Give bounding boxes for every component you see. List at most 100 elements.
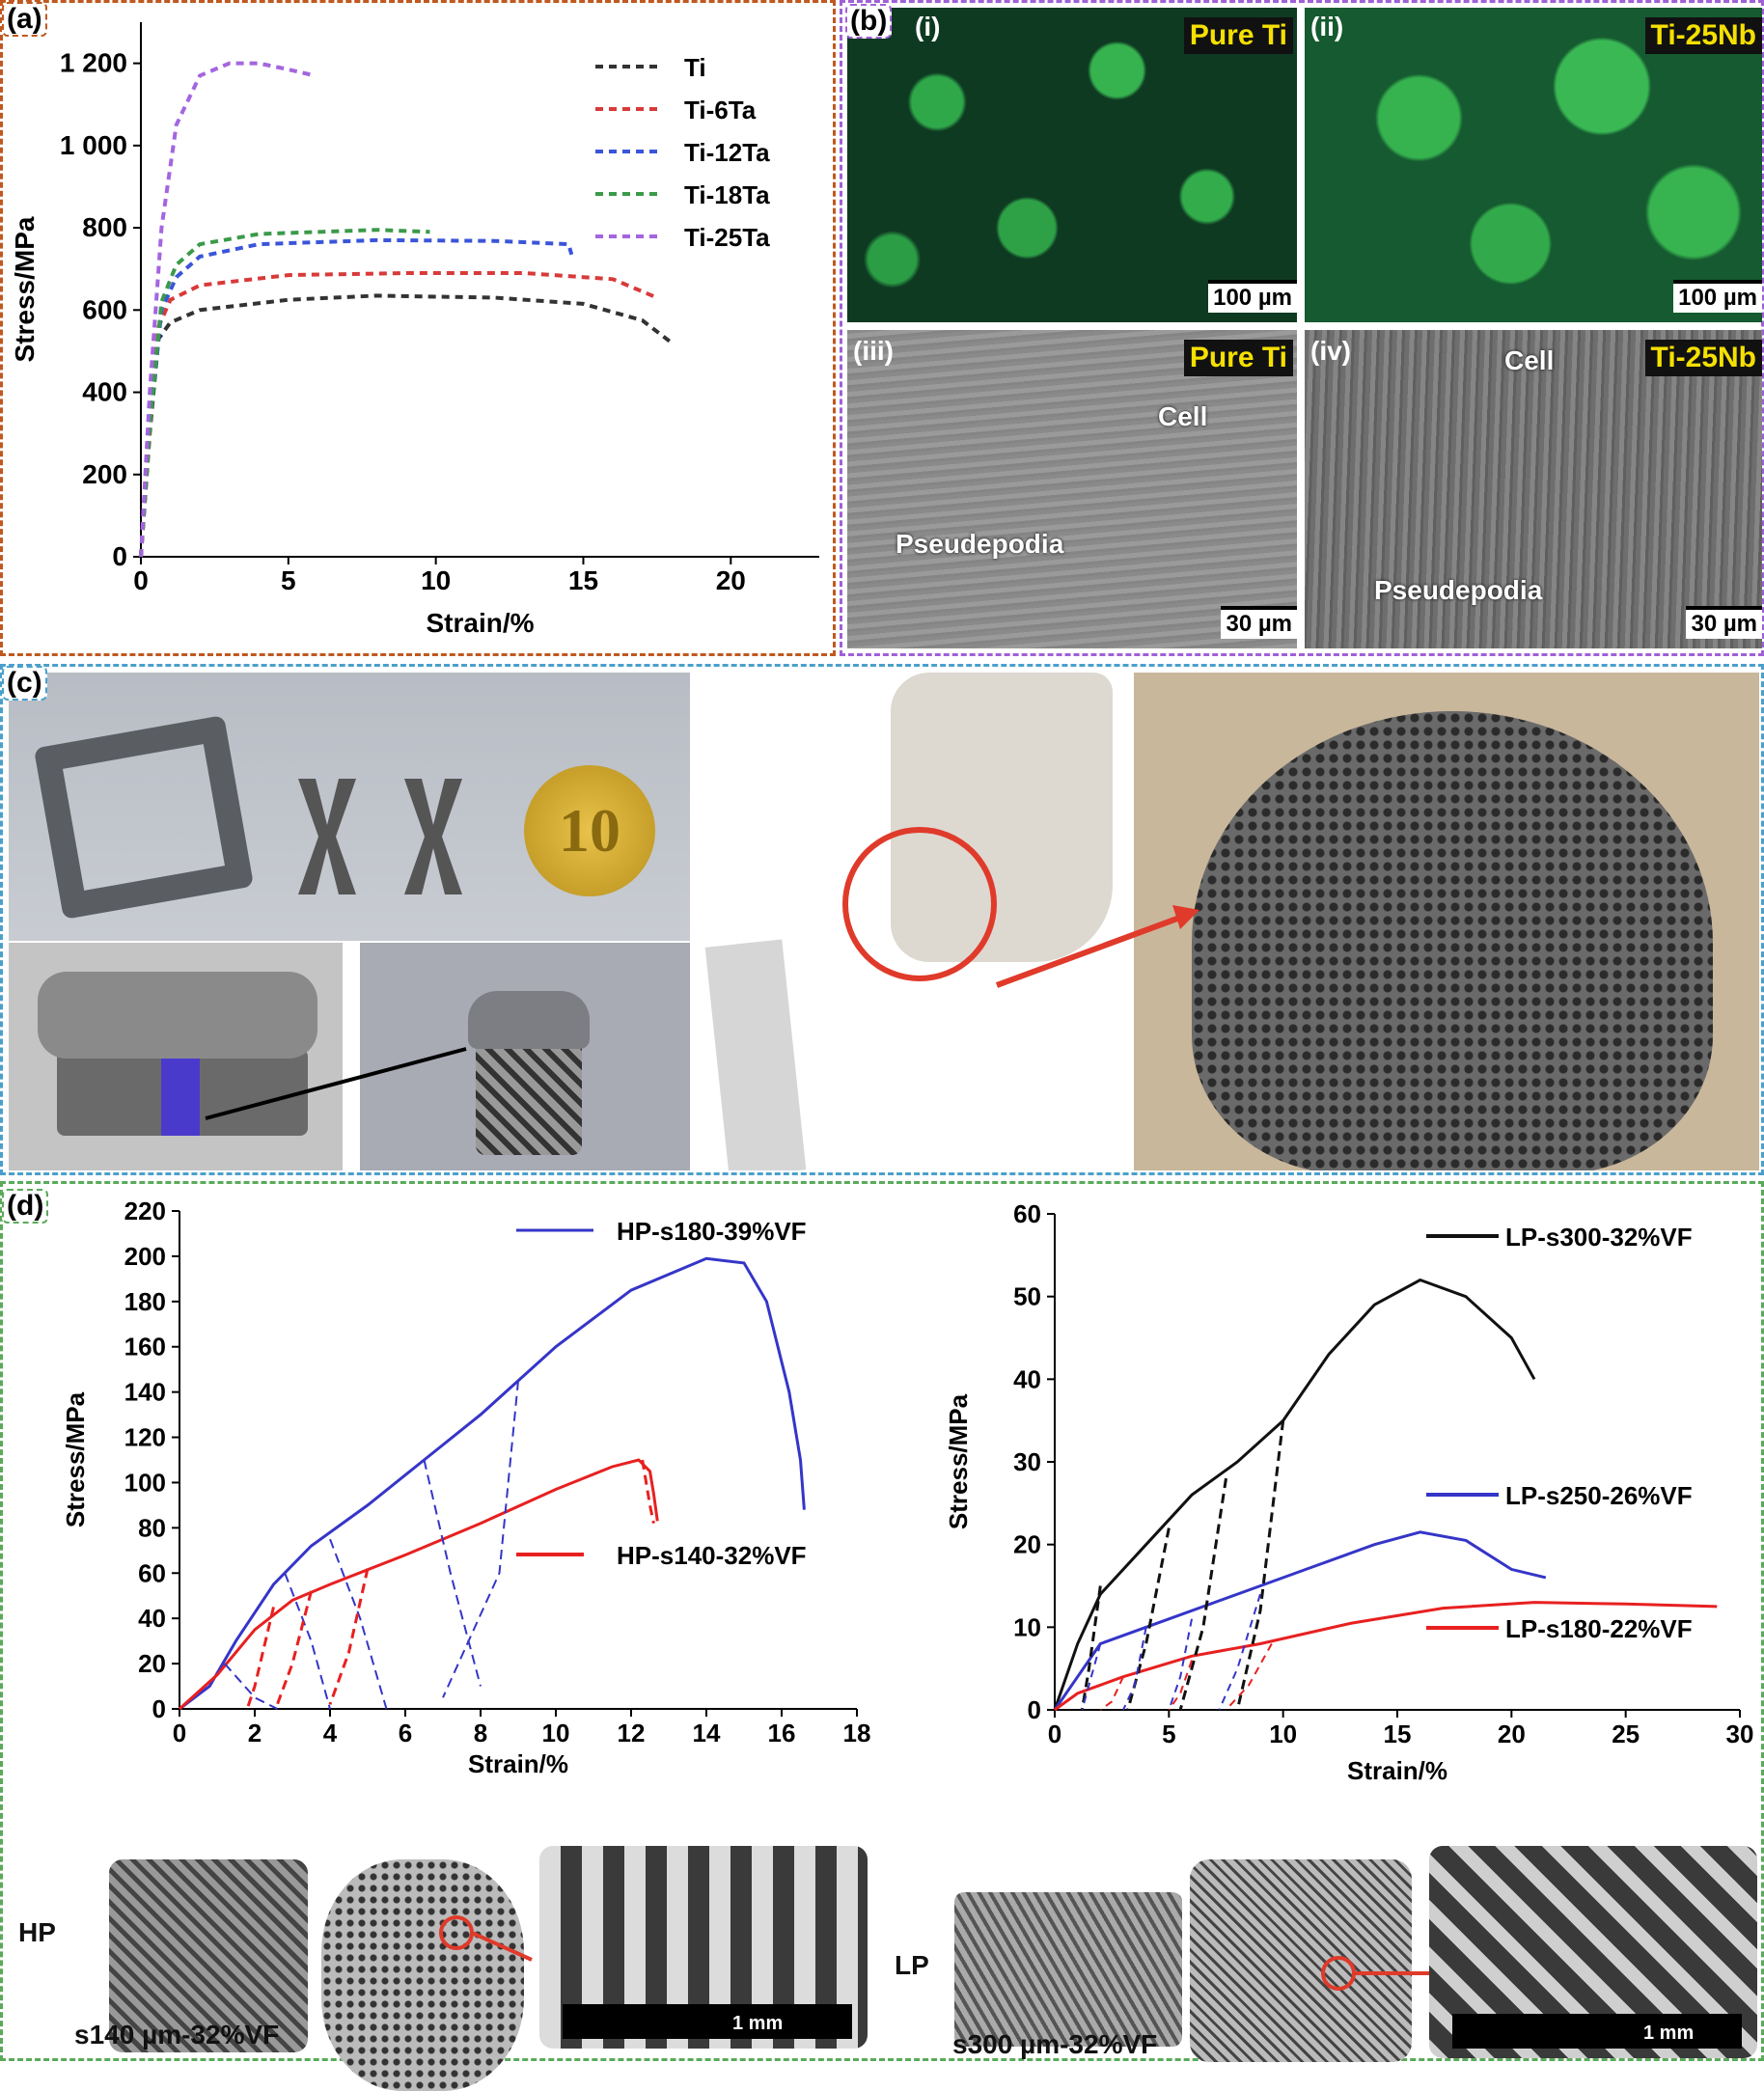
cell-label-2: Cell (1504, 345, 1555, 375)
x-tick-label: 6 (399, 1719, 412, 1747)
hp-s140-unload-loop (275, 1590, 313, 1705)
pseudopodia-label-2: Pseudepodia (1374, 575, 1543, 605)
hp-s180-unload-loop (284, 1572, 331, 1710)
hp-s180-unload-loop (329, 1538, 388, 1710)
lp-label: LP (895, 1950, 929, 1980)
legend-label-lp-0: LP-s300-32%VF (1505, 1223, 1693, 1252)
sem-image-ti-25nb: (iv) Ti-25Nb Cell Pseudepodia 30 µm (1305, 330, 1762, 648)
y-tick-label: 20 (1013, 1530, 1041, 1559)
hp-s180-unload-loop (442, 1380, 519, 1698)
legend-label: Ti (684, 53, 706, 82)
sem-image-pure-ti: (iii) Pure Ti Cell Pseudepodia 30 µm (847, 330, 1297, 648)
scale-bar-100um-1: 100 µm (1208, 280, 1297, 313)
lp-sem-photo: 1 mm (1429, 1846, 1757, 2058)
x-axis-label: Strain/% (426, 608, 534, 638)
series-line-ti (139, 293, 674, 558)
series-line-lp-s250-26-vf (1053, 1530, 1547, 1711)
porous-cup-photo (1134, 673, 1759, 1170)
chart-d-hp: 0 2 4 6 8 10 12 14 16 180204060801001201401601802… (61, 1197, 871, 1778)
lp-s300-unload-loop (1178, 1477, 1227, 1711)
crown (468, 991, 590, 1049)
x-tick-label: 20 (716, 565, 746, 595)
y-tick-label: 30 (1013, 1447, 1041, 1476)
series-line-ti-25ta (139, 61, 316, 558)
y-tick-label: 20 (138, 1649, 166, 1678)
y-tick-label: 0 (152, 1694, 166, 1723)
hp-cylinder-photo (109, 1859, 308, 2052)
y-axis-label: Stress/MPa (10, 216, 40, 362)
series-line-ti-6ta (139, 271, 658, 558)
y-tick-label: 200 (82, 459, 127, 489)
hp-mm-scale (563, 2004, 852, 2039)
y-tick-label: 80 (138, 1513, 166, 1542)
chart-d-lp: 0 5 10 15 20 25 30 0 10 20 30 40 50 60 Strain/% Stress/… (944, 1199, 1754, 1782)
panel-label-a: (a) (2, 2, 47, 37)
y-tick-label: 200 (124, 1242, 166, 1271)
x-axis-label: Strain/% (1347, 1756, 1447, 1782)
hp-caption: s140 µm-32%VF (74, 2020, 280, 2050)
legend-label: Ti-6Ta (684, 96, 757, 124)
printed-implants-photo: 10 (9, 673, 690, 941)
hip-ring (842, 827, 997, 981)
legend-label-hp-s180: HP-s180-39%VF (617, 1217, 807, 1246)
sub-label-i: (i) (915, 12, 941, 41)
hp-s140-unload-loop (245, 1607, 275, 1710)
dental-model-photo (9, 943, 343, 1170)
lattice-cylinder (476, 1039, 582, 1155)
x-tick-label: 30 (1726, 1720, 1754, 1748)
tag-pure-ti-1: Pure Ti (1183, 17, 1293, 54)
legend-label-lp-2: LP-s180-22%VF (1505, 1614, 1693, 1643)
dental-pointer-line (205, 1047, 467, 1120)
hp-s140-unload-loop (328, 1568, 370, 1705)
sub-label-ii: (ii) (1310, 12, 1344, 41)
fluorescence-image-ti-25nb: (ii) Ti-25Nb 100 µm (1305, 8, 1762, 322)
series-line-hp-s140-32-vf (178, 1458, 659, 1711)
x-tick-label: 2 (248, 1719, 262, 1747)
legend-label-lp-1: LP-s250-26%VF (1505, 1481, 1693, 1510)
hp-s180-unload-loop (224, 1663, 278, 1710)
hp-s180-unload-loop (423, 1459, 482, 1687)
lp-s180-unload-loop (1225, 1642, 1273, 1711)
x-tick-label: 18 (843, 1719, 871, 1747)
cell-label-1: Cell (1158, 401, 1208, 431)
series-line-ti-12ta (139, 237, 574, 558)
legend-label: Ti-25Ta (684, 223, 770, 252)
panel-c: 10 (0, 664, 1764, 1175)
coin: 10 (524, 765, 655, 896)
x-axis-label: Strain/% (468, 1749, 568, 1778)
hp-label: HP (18, 1917, 56, 1947)
lp-lattice-photo (1190, 1859, 1412, 2062)
series-line-ti-18ta (139, 228, 430, 558)
purple-implant (161, 1059, 200, 1136)
x-tick-label: 25 (1612, 1720, 1640, 1748)
scale-bar-30um-2: 30 µm (1686, 606, 1762, 639)
panel-b: (i) Pure Ti 100 µm (ii) Ti-25Nb 100 µm (… (840, 0, 1764, 656)
connector-arrows (205, 905, 1199, 1120)
coin-value: 10 (559, 796, 620, 865)
panel-label-b: (b) (845, 4, 893, 39)
lp-s300-unload-loop (1126, 1527, 1171, 1711)
pseudopodia-label-1: Pseudepodia (896, 529, 1064, 559)
y-axis-label: Stress/MPa (61, 1391, 90, 1527)
y-tick-label: 600 (82, 294, 127, 324)
legend-label-hp-s140: HP-s140-32%VF (617, 1541, 807, 1570)
x-tick-label: 15 (568, 565, 598, 595)
tag-ti-25nb-1: Ti-25Nb (1644, 17, 1762, 54)
x-tick-label: 15 (1384, 1720, 1412, 1748)
hp-lattice-photo (321, 1859, 524, 2091)
y-tick-label: 60 (138, 1558, 166, 1587)
lp-mm-label: 1 mm (1643, 2022, 1695, 2044)
y-tick-label: 40 (138, 1604, 166, 1633)
x-tick-label: 10 (542, 1719, 570, 1747)
lp-s250-unload-loop (1122, 1627, 1147, 1711)
x-tick-label: 5 (281, 565, 296, 595)
fluorescence-image-pure-ti: (i) Pure Ti 100 µm (847, 8, 1297, 322)
y-axis-label: Stress/MPa (944, 1393, 973, 1529)
lp-s250-unload-loop (1218, 1593, 1261, 1711)
panel-d: 0 2 4 6 8 10 12 14 16 18 0 20 40 60 80 100 120 140 160 180 2… (0, 1181, 1764, 2091)
hp-sem-photo: 1 mm (539, 1846, 868, 2049)
series-line-lp-s180-22-vf (1054, 1601, 1718, 1712)
panel-a: 0 5 10 15 20 0 200 400 600 800 1 000 1 200 Strain/% S… (0, 0, 836, 656)
y-tick-label: 10 (1013, 1612, 1041, 1641)
